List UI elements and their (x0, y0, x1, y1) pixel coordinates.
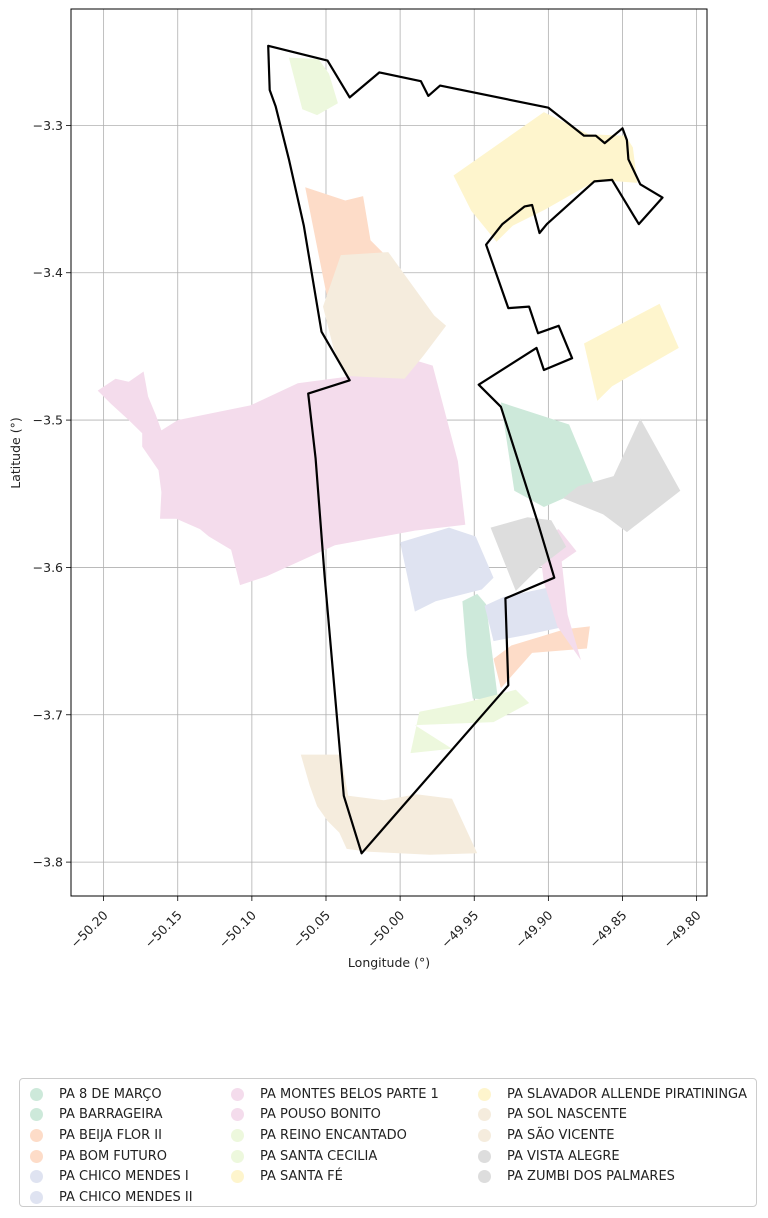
legend-marker (30, 1190, 43, 1204)
legend-item: PA ZUMBI DOS PALMARES (478, 1166, 747, 1187)
legend-marker (30, 1149, 43, 1163)
y-axis-title: Latitude (°) (8, 417, 23, 488)
legend: PA 8 DE MARÇO PA BARRAGEIRA PA BEIJA FLOR … (19, 1078, 757, 1207)
legend-label: PA CHICO MENDES I (59, 1169, 189, 1185)
legend-item: PA CHICO MENDES II (30, 1187, 193, 1208)
legend-marker (30, 1108, 43, 1122)
legend-item: PA SLAVADOR ALLENDE PIRATININGA (478, 1084, 747, 1105)
plot-frame (70, 8, 708, 897)
legend-item: PA BOM FUTURO (30, 1146, 193, 1167)
legend-marker (30, 1170, 43, 1184)
legend-item: PA VISTA ALEGRE (478, 1146, 747, 1167)
legend-item: PA SANTA FÉ (231, 1166, 439, 1187)
settlement-polygon-8 (288, 57, 338, 116)
settlement-polygon-14 (563, 418, 681, 533)
legend-item: PA SOL NASCENTE (478, 1105, 747, 1126)
settlement-polygon-13 (300, 754, 478, 855)
x-tick-label: −50.10 (216, 907, 259, 950)
x-tick-label: −50.05 (290, 908, 333, 951)
legend-item: PA SÃO VICENTE (478, 1125, 747, 1146)
x-tick-label: −50.15 (142, 908, 185, 951)
settlement-polygon-12 (323, 252, 447, 379)
x-tick-label: −49.85 (586, 908, 629, 951)
legend-column: PA MONTES BELOS PARTE 1 PA POUSO BONITO PA… (231, 1084, 439, 1187)
legend-marker (478, 1128, 491, 1142)
legend-label: PA BOM FUTURO (59, 1148, 168, 1164)
legend-label: PA 8 DE MARÇO (59, 1086, 162, 1102)
settlement-polygon-15 (490, 517, 567, 591)
y-tick-label: −3.6 (33, 560, 63, 575)
settlement-polygon-11 (584, 303, 679, 401)
legend-item: PA BARRAGEIRA (30, 1105, 193, 1126)
x-axis-title: Longitude (°) (348, 955, 430, 970)
legend-item: PA MONTES BELOS PARTE 1 (231, 1084, 439, 1105)
x-tick-label: −49.90 (512, 907, 555, 950)
municipality-boundary (267, 44, 664, 855)
settlement-polygons (97, 57, 681, 855)
legend-label: PA SLAVADOR ALLENDE PIRATININGA (507, 1086, 748, 1102)
legend-marker (478, 1087, 491, 1101)
y-tick-label: −3.3 (33, 118, 63, 133)
settlement-polygon-2 (493, 626, 590, 689)
x-tick-label: −50.20 (67, 907, 110, 950)
legend-item: PA SANTA CECILIA (231, 1146, 439, 1167)
y-tick-label: −3.7 (33, 707, 63, 722)
y-tick-label: −3.8 (33, 855, 63, 870)
legend-column: PA SLAVADOR ALLENDE PIRATININGA PA SOL NA… (478, 1084, 747, 1187)
x-tick-label: −49.95 (438, 908, 481, 951)
legend-marker (478, 1170, 491, 1184)
legend-column: PA 8 DE MARÇO PA BARRAGEIRA PA BEIJA FLOR … (30, 1084, 193, 1208)
y-tick-label: −3.4 (33, 265, 63, 280)
legend-label: PA SÃO VICENTE (507, 1127, 615, 1143)
legend-label: PA SOL NASCENTE (507, 1107, 627, 1123)
settlement-polygon-9 (410, 689, 530, 754)
legend-item: PA BEIJA FLOR II (30, 1125, 193, 1146)
legend-marker (478, 1108, 491, 1122)
legend-marker (231, 1170, 244, 1184)
legend-marker (478, 1149, 491, 1163)
legend-label: PA SANTA FÉ (260, 1169, 343, 1185)
x-tick-label: −49.80 (660, 907, 703, 950)
legend-marker (30, 1087, 43, 1101)
settlement-polygon-10 (453, 112, 638, 242)
settlement-polygon-1 (462, 593, 498, 700)
settlement-polygon-4 (400, 527, 494, 612)
legend-item: PA POUSO BONITO (231, 1105, 439, 1126)
legend-marker (30, 1128, 43, 1142)
legend-marker (231, 1149, 244, 1163)
legend-label: PA POUSO BONITO (260, 1107, 381, 1123)
legend-marker (231, 1108, 244, 1122)
legend-label: PA CHICO MENDES II (59, 1189, 193, 1205)
legend-label: PA MONTES BELOS PARTE 1 (260, 1086, 439, 1102)
y-axis: −3.3 −3.4 −3.5 −3.6 −3.7 −3.8 (33, 118, 71, 870)
legend-item: PA REINO ENCANTADO (231, 1125, 439, 1146)
legend-item: PA CHICO MENDES I (30, 1166, 193, 1187)
legend-label: PA ZUMBI DOS PALMARES (507, 1169, 675, 1185)
boundary-outline (267, 44, 664, 855)
x-tick-label: −50.00 (364, 907, 407, 950)
settlement-polygon-7 (97, 361, 466, 586)
legend-label: PA BEIJA FLOR II (59, 1127, 162, 1143)
legend-marker (231, 1128, 244, 1142)
y-tick-label: −3.5 (33, 413, 63, 428)
map-chart: −50.20 −50.15 −50.10 −50.05 −50.00 −49.95 −49.… (8, 8, 708, 970)
x-axis: −50.20 −50.15 −50.10 −50.05 −50.00 −49.95 −49.… (67, 896, 704, 951)
legend-marker (231, 1087, 244, 1101)
legend-label: PA SANTA CECILIA (260, 1148, 378, 1164)
legend-label: PA REINO ENCANTADO (260, 1127, 407, 1143)
legend-label: PA VISTA ALEGRE (507, 1148, 620, 1164)
legend-label: PA BARRAGEIRA (59, 1107, 163, 1123)
legend-item: PA 8 DE MARÇO (30, 1084, 193, 1105)
